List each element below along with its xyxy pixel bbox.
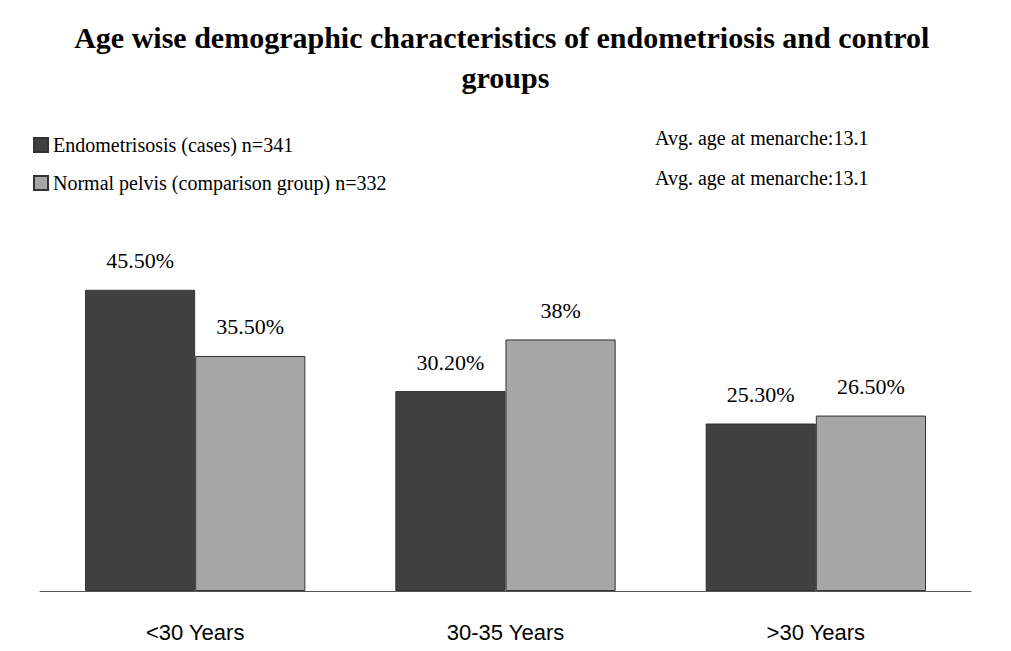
svg-text:26.50%: 26.50% — [837, 374, 905, 399]
svg-text:Avg. age at menarche:13.1: Avg. age at menarche:13.1 — [655, 167, 868, 190]
svg-text:Normal pelvis (comparison grou: Normal pelvis (comparison group) n=332 — [53, 172, 386, 195]
svg-text:25.30%: 25.30% — [727, 382, 795, 407]
svg-text:35.50%: 35.50% — [216, 314, 284, 339]
svg-text:<30 Years: <30 Years — [146, 620, 244, 645]
svg-text:30-35 Years: 30-35 Years — [447, 620, 564, 645]
svg-text:45.50%: 45.50% — [106, 248, 174, 273]
svg-text:30.20%: 30.20% — [417, 350, 485, 375]
svg-text:Endometrisosis (cases) n=341: Endometrisosis (cases) n=341 — [53, 134, 293, 157]
svg-text:38%: 38% — [540, 298, 580, 323]
svg-text:Age wise demographic character: Age wise demographic characteristics of … — [74, 21, 937, 54]
svg-text:groups: groups — [462, 61, 550, 94]
svg-text:>30 Years: >30 Years — [767, 620, 865, 645]
svg-text:Avg. age at menarche:13.1: Avg. age at menarche:13.1 — [655, 127, 868, 150]
